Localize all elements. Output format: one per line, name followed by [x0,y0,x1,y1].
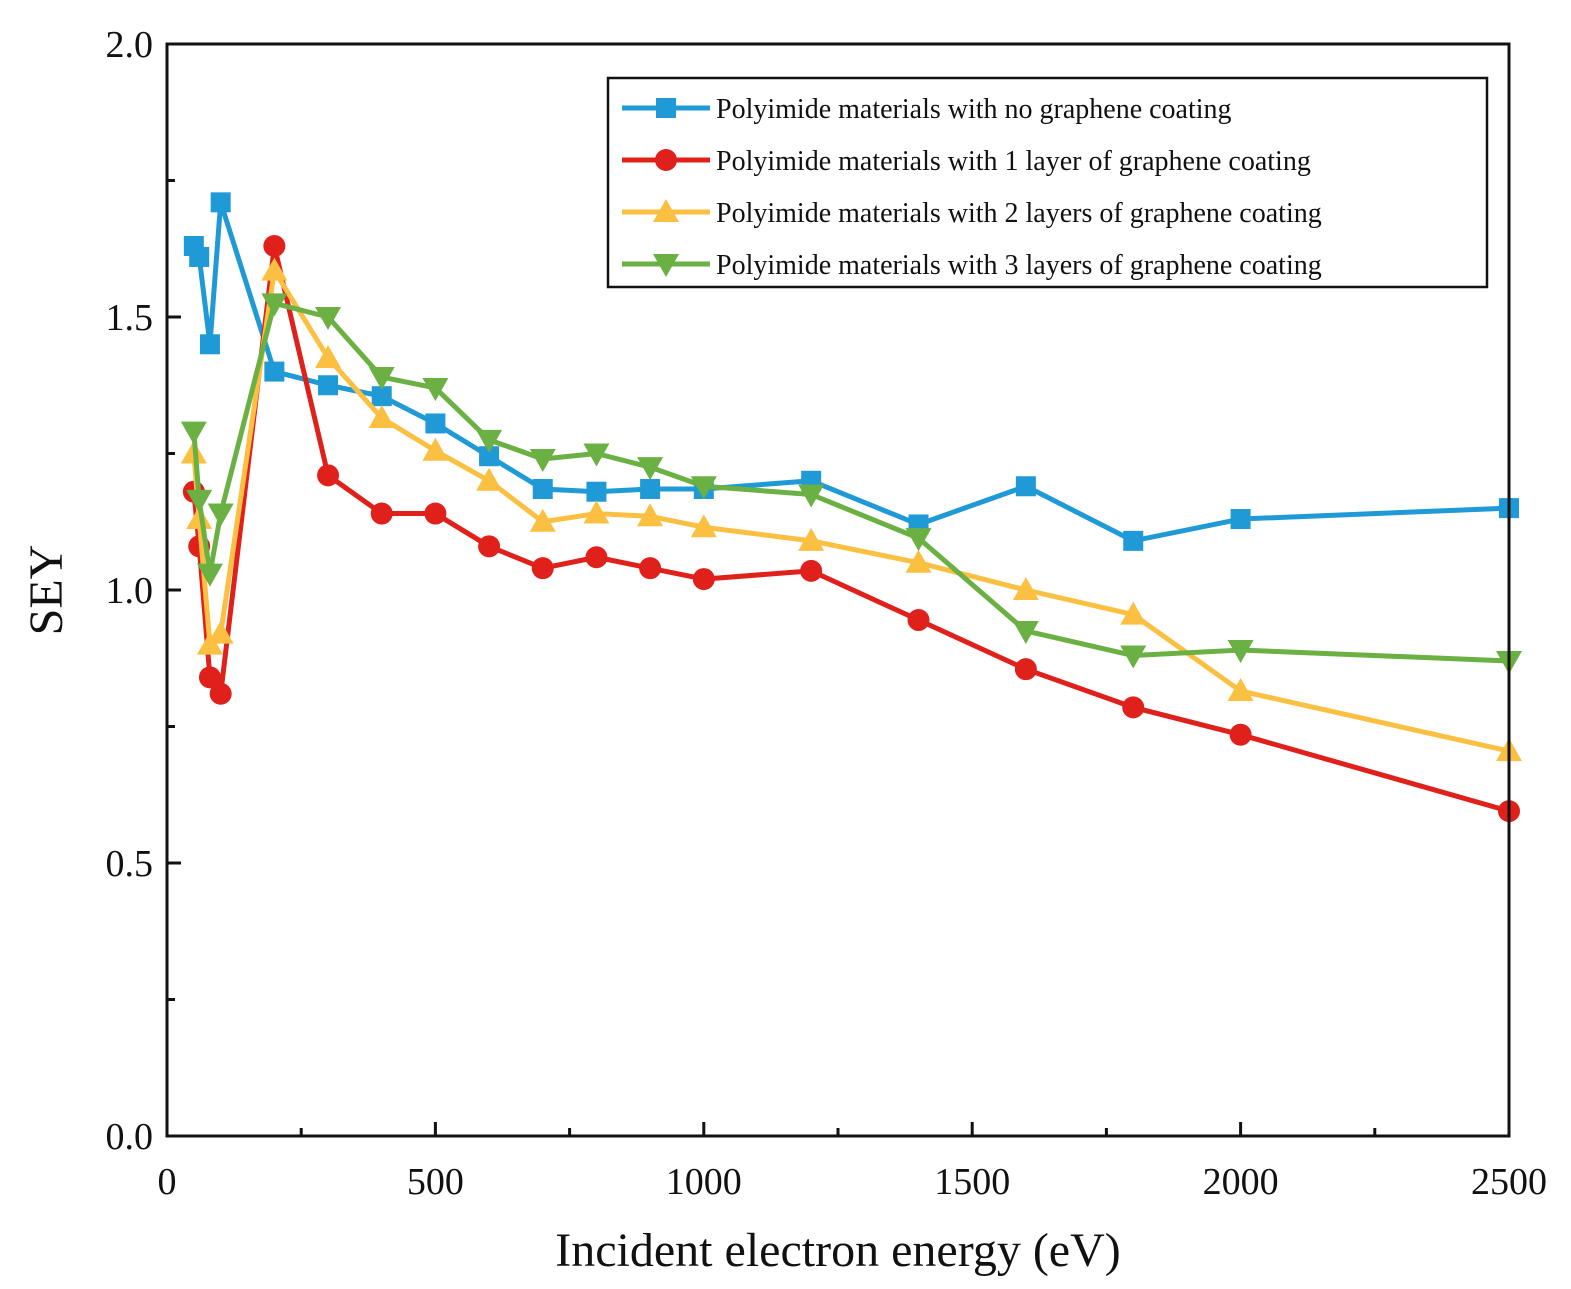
data-point [907,609,930,632]
data-point [1123,530,1144,551]
legend-marker [656,98,676,118]
y-tick-label: 0.0 [106,1116,154,1158]
y-axis-label: SEY [20,545,73,636]
data-point [1120,601,1147,625]
data-point [424,502,447,525]
data-point [422,437,449,461]
data-point [476,467,503,491]
data-point [1230,509,1251,530]
data-point [371,386,392,407]
data-point [264,361,285,382]
data-point [905,549,932,573]
series-2 [180,257,1522,762]
data-point [800,559,823,582]
data-point [198,666,221,689]
series-0 [183,192,1519,551]
data-point [479,446,500,467]
data-point [692,568,715,591]
data-point [529,448,556,472]
data-point [637,457,664,481]
data-point [690,476,717,500]
data-point [637,503,664,527]
legend-box [606,76,1489,289]
legend-entry-label: Polyimide materials with 2 layers of gra… [716,198,1322,229]
data-point [1122,696,1145,719]
data-point [317,464,340,487]
data-point [532,478,553,499]
y-tick-label: 1.0 [106,570,154,612]
data-point [1227,678,1254,702]
axes: 0 500 1000 1500 2000 2500 0.0 0.5 1.0 1.5 2.0 [106,24,1548,1203]
data-point [798,484,825,508]
data-point [1012,620,1039,644]
series-3 [180,293,1522,674]
data-point [529,508,556,532]
data-point [478,535,501,558]
data-point [210,192,231,213]
legend-marker [653,254,679,277]
data-point [189,246,210,267]
data-point [639,557,662,580]
x-tick-label: 2000 [1203,1161,1279,1203]
data-point [315,344,342,368]
data-point [476,429,503,453]
legend-entry-label: Polyimide materials with 3 layers of gra… [716,250,1322,281]
legend: Polyimide materials with no graphene coa… [606,76,1489,289]
data-point [583,500,610,524]
plot-frame [165,42,1511,1138]
data-point [207,503,234,527]
data-point [207,620,234,644]
x-tick-label: 1000 [666,1161,742,1203]
legend-entry-label: Polyimide materials with no graphene coa… [716,94,1232,125]
data-point [209,682,232,705]
data-point [798,527,825,551]
series-1 [182,235,1520,823]
data-point [368,405,395,429]
data-point [1014,658,1037,681]
data-point [315,307,342,330]
data-point [1015,476,1036,497]
data-point [1012,577,1039,600]
legend-entry-label: Polyimide materials with 1 layer of grap… [716,146,1311,177]
x-tick-label: 500 [407,1161,464,1203]
x-tick-label: 0 [158,1161,177,1203]
series-layer [180,192,1522,823]
y-tick-label: 2.0 [106,24,154,66]
data-point [586,481,607,502]
data-point [1227,640,1254,664]
series-line [191,300,1510,664]
data-point [186,506,213,530]
data-point [583,443,610,467]
x-tick-label: 1500 [934,1161,1010,1203]
data-point [196,563,223,587]
data-point [199,334,220,355]
legend-marker [655,149,677,171]
data-point [531,557,554,580]
data-point [261,293,288,317]
data-point [690,514,717,538]
data-point [370,502,393,525]
data-point [640,478,661,499]
data-point [368,367,395,391]
data-point [585,546,608,569]
data-point [180,421,207,445]
y-tick-label: 1.5 [106,297,154,339]
series-line [191,243,1510,814]
data-point [1120,645,1147,669]
data-point [261,257,288,281]
legend-marker [653,199,679,222]
data-point [422,377,449,401]
data-point [1229,723,1252,746]
data-point [263,235,286,258]
y-tick-label: 0.5 [106,843,154,885]
x-axis-label: Incident electron energy (eV) [555,1224,1121,1277]
data-point [425,413,446,434]
x-tick-label: 2500 [1471,1161,1547,1203]
data-point [318,375,339,396]
data-point [905,528,932,552]
data-point [186,489,213,513]
